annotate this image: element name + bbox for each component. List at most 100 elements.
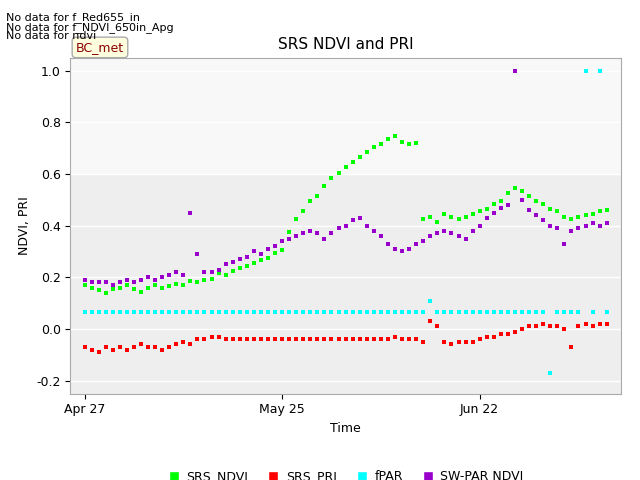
Point <box>207 268 217 276</box>
Point <box>207 333 217 341</box>
Point <box>552 308 563 316</box>
Point <box>524 308 534 316</box>
Point <box>235 255 245 263</box>
Point <box>517 308 527 316</box>
Point <box>588 323 598 330</box>
Point <box>115 284 125 291</box>
Point <box>93 278 104 286</box>
Point <box>595 67 605 74</box>
Point <box>588 219 598 227</box>
Point <box>432 229 442 237</box>
Point <box>221 271 231 278</box>
Point <box>277 246 287 254</box>
Point <box>270 336 280 343</box>
Point <box>256 308 266 316</box>
Point <box>348 158 358 166</box>
Point <box>602 219 612 227</box>
Point <box>143 274 153 281</box>
Point <box>214 308 224 316</box>
Point <box>467 227 477 235</box>
Point <box>100 278 111 286</box>
Point <box>517 325 527 333</box>
Point <box>531 197 541 205</box>
Point <box>524 323 534 330</box>
Point <box>249 259 259 267</box>
Point <box>157 346 167 353</box>
Point <box>291 308 301 316</box>
Point <box>588 308 598 316</box>
Point <box>228 258 238 265</box>
Point <box>249 248 259 255</box>
Point <box>340 336 351 343</box>
Point <box>425 297 435 304</box>
Point <box>79 281 90 289</box>
Point <box>418 338 428 346</box>
Point <box>362 148 372 156</box>
Point <box>510 184 520 192</box>
Point <box>446 341 456 348</box>
Point <box>376 336 386 343</box>
Point <box>284 235 294 242</box>
Point <box>312 229 323 237</box>
Point <box>157 284 167 291</box>
Point <box>93 348 104 356</box>
Point <box>143 284 153 291</box>
Point <box>496 308 506 316</box>
Point <box>348 216 358 224</box>
Point <box>467 308 477 316</box>
Point <box>333 224 344 232</box>
Point <box>122 308 132 316</box>
Point <box>446 308 456 316</box>
Point <box>573 308 584 316</box>
Point <box>439 338 449 346</box>
Point <box>397 248 407 255</box>
Point <box>524 206 534 214</box>
Point <box>305 336 316 343</box>
Point <box>185 209 195 216</box>
Point <box>164 343 174 351</box>
Point <box>369 143 379 151</box>
Point <box>411 139 421 147</box>
Point <box>100 289 111 297</box>
Point <box>326 174 337 181</box>
Point <box>150 276 160 284</box>
Point <box>362 222 372 229</box>
Point <box>305 197 316 205</box>
Point <box>263 336 273 343</box>
Point <box>136 288 146 295</box>
Point <box>242 308 252 316</box>
Text: No data for f_Red655_in: No data for f_Red655_in <box>6 12 140 23</box>
Point <box>79 343 90 351</box>
Point <box>453 232 463 240</box>
Point <box>411 240 421 248</box>
Point <box>580 211 591 219</box>
Point <box>460 213 470 220</box>
Point <box>510 328 520 336</box>
Y-axis label: NDVI, PRI: NDVI, PRI <box>18 196 31 255</box>
Point <box>397 336 407 343</box>
Point <box>383 308 393 316</box>
Point <box>207 275 217 282</box>
Point <box>573 213 584 220</box>
Point <box>474 308 484 316</box>
Point <box>86 308 97 316</box>
Point <box>566 343 577 351</box>
Point <box>538 200 548 207</box>
Point <box>164 283 174 290</box>
Point <box>397 138 407 145</box>
Point <box>115 278 125 286</box>
Point <box>369 227 379 235</box>
Point <box>270 249 280 257</box>
Point <box>298 308 308 316</box>
Point <box>602 320 612 328</box>
Point <box>129 343 139 351</box>
Point <box>192 278 202 286</box>
Point <box>319 182 330 190</box>
Point <box>256 336 266 343</box>
Point <box>404 140 414 148</box>
Point <box>439 227 449 235</box>
Point <box>312 336 323 343</box>
Point <box>157 274 167 281</box>
Point <box>256 250 266 258</box>
Point <box>411 308 421 316</box>
